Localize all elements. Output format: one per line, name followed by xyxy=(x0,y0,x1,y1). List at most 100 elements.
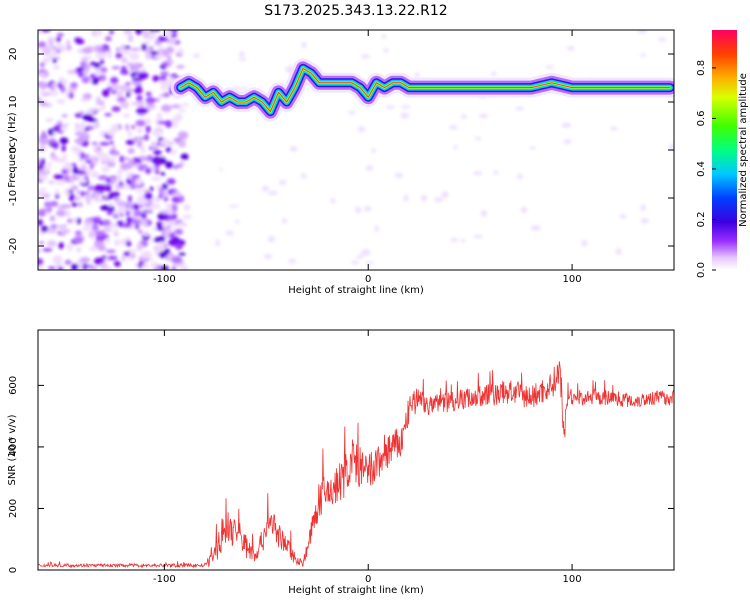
noise-blob xyxy=(170,74,178,78)
noise-blob xyxy=(120,101,130,109)
colorbar-tick-label: 0.6 xyxy=(696,110,707,126)
noise-blob xyxy=(42,56,50,64)
noise-blob xyxy=(98,184,108,191)
noise-blob xyxy=(141,43,147,51)
noise-blob xyxy=(135,30,143,35)
noise-blob xyxy=(42,49,52,56)
noise-blob xyxy=(218,168,224,172)
colorbar-tick-label: 0.4 xyxy=(696,161,707,177)
noise-blob xyxy=(103,194,109,200)
noise-blob xyxy=(152,129,163,137)
noise-blob xyxy=(110,124,120,131)
noise-blob xyxy=(288,258,297,264)
noise-blob xyxy=(119,155,125,163)
noise-blob xyxy=(101,234,110,238)
noise-blob xyxy=(100,262,108,270)
noise-blob xyxy=(91,171,99,179)
noise-blob xyxy=(147,46,154,50)
noise-blob xyxy=(125,139,135,146)
noise-blob xyxy=(138,204,144,208)
noise-blob xyxy=(168,37,177,45)
noise-blob xyxy=(169,60,174,65)
noise-blob xyxy=(76,190,81,194)
noise-blob xyxy=(42,46,53,50)
spectrogram-y-axis: -20 -10 0 10 20 xyxy=(8,48,674,254)
noise-blob xyxy=(65,210,71,218)
noise-blob xyxy=(145,125,151,134)
noise-blob xyxy=(60,204,72,209)
noise-blob xyxy=(144,134,149,141)
noise-blob xyxy=(365,165,374,171)
noise-blob xyxy=(480,209,488,217)
noise-blob xyxy=(58,242,65,249)
noise-blob xyxy=(125,123,130,132)
noise-blob xyxy=(83,220,94,226)
noise-blob xyxy=(156,221,163,227)
noise-blob xyxy=(71,263,79,270)
y-tick-label: 0 xyxy=(8,147,19,153)
noise-blob xyxy=(453,144,458,150)
noise-blob xyxy=(143,40,151,45)
noise-blob xyxy=(140,68,147,73)
noise-blob xyxy=(173,164,179,170)
noise-blob xyxy=(159,86,170,91)
noise-blob xyxy=(657,37,666,42)
noise-blob xyxy=(68,189,74,194)
noise-blob xyxy=(38,138,46,143)
noise-blob xyxy=(400,112,410,119)
noise-blob xyxy=(159,78,171,87)
noise-blob xyxy=(414,71,420,79)
noise-blob xyxy=(158,191,164,198)
noise-blob xyxy=(55,181,65,185)
noise-blob xyxy=(131,71,137,78)
noise-blob xyxy=(94,120,100,129)
noise-blob xyxy=(180,153,189,160)
noise-blob xyxy=(167,54,172,63)
noise-blob xyxy=(160,104,172,112)
noise-blob xyxy=(127,158,135,165)
noise-blob xyxy=(165,146,172,153)
noise-blob xyxy=(92,146,98,151)
noise-blob xyxy=(106,54,112,59)
noise-blob xyxy=(44,91,52,96)
noise-blob xyxy=(94,68,101,75)
noise-blob xyxy=(137,71,149,80)
noise-blob xyxy=(55,43,64,50)
noise-blob xyxy=(91,141,98,146)
noise-blob xyxy=(441,191,449,199)
noise-blob xyxy=(520,206,528,213)
noise-blob xyxy=(145,207,153,212)
noise-blob xyxy=(67,69,77,75)
noise-blob xyxy=(563,139,572,145)
noise-blob xyxy=(51,48,57,56)
noise-blob xyxy=(157,36,168,42)
noise-blob xyxy=(143,231,150,237)
noise-blob xyxy=(278,179,287,186)
noise-blob xyxy=(173,120,178,129)
noise-blob xyxy=(89,73,96,79)
noise-blob xyxy=(41,73,48,79)
noise-blob xyxy=(165,46,174,54)
noise-blob xyxy=(72,185,79,190)
noise-blob xyxy=(263,253,273,259)
noise-blob xyxy=(136,127,144,134)
noise-blob xyxy=(118,181,124,188)
chart-title: S173.2025.343.13.22.R12 xyxy=(264,3,447,19)
noise-blob xyxy=(113,214,118,218)
noise-blob xyxy=(175,243,183,250)
noise-blob xyxy=(106,82,111,87)
noise-blob xyxy=(109,140,114,145)
noise-blob xyxy=(151,141,157,150)
noise-blob xyxy=(70,82,78,88)
noise-blob xyxy=(100,205,111,211)
y-tick-label: 200 xyxy=(8,499,19,518)
noise-blob xyxy=(450,238,459,243)
noise-blob xyxy=(109,30,114,35)
noise-blob xyxy=(138,229,143,234)
noise-blob xyxy=(179,195,185,203)
noise-blob xyxy=(174,239,184,244)
noise-blob xyxy=(102,227,112,233)
noise-blob xyxy=(135,119,147,127)
